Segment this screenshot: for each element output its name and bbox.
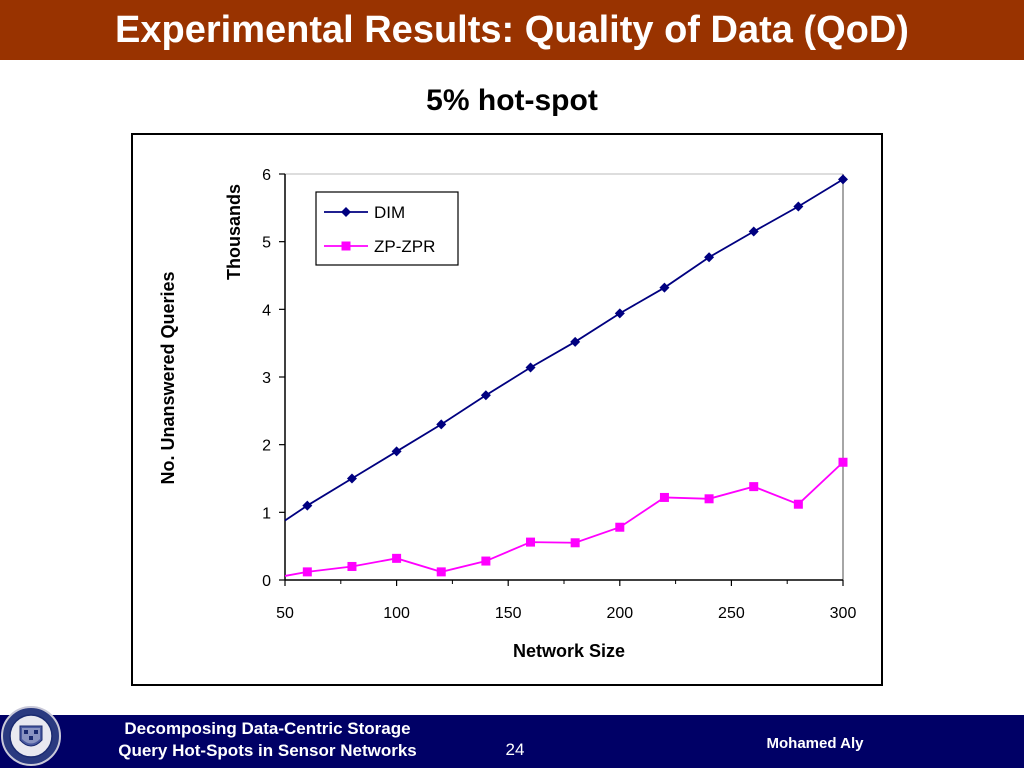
data-point-zp-zpr — [436, 567, 446, 577]
x-tick-label: 250 — [718, 605, 745, 622]
y-tick-label: 0 — [262, 573, 271, 590]
data-point-zp-zpr — [570, 538, 580, 548]
x-tick-label: 300 — [830, 605, 857, 622]
data-point-dim — [346, 473, 357, 484]
line-chart: 0 1 2 3 4 5 6 50 100 150 200 250 300 Network Size No. … — [158, 167, 857, 661]
data-point-zp-zpr — [793, 499, 803, 509]
data-point-dim — [838, 174, 848, 185]
data-point-dim — [704, 252, 715, 263]
author-name: Mohamed Aly — [766, 735, 864, 752]
data-point-zp-zpr — [659, 492, 669, 502]
x-tick-label: 200 — [606, 605, 633, 622]
legend — [315, 191, 459, 266]
y-axis-label: No. Unanswered Queries — [158, 271, 178, 484]
x-tick-label: 50 — [276, 605, 294, 622]
data-point-zp-zpr — [838, 457, 848, 467]
data-point-zp-zpr — [347, 561, 357, 571]
legend-marker-square — [341, 241, 351, 251]
legend-label-dim: DIM — [374, 203, 405, 222]
legend-marker-diamond — [341, 207, 351, 217]
y-tick-label: 4 — [262, 302, 271, 319]
chart-title: 5% hot-spot — [426, 84, 598, 117]
y-tick-label: 5 — [262, 235, 271, 252]
page-number: 24 — [505, 740, 525, 759]
series-line-dim — [284, 178, 844, 522]
footer-subtitle-line2: Query Hot-Spots in Sensor Networks — [118, 741, 417, 760]
university-seal-icon — [1, 706, 61, 766]
data-point-dim — [436, 419, 447, 430]
footer-subtitle: Decomposing Data-Centric Storage Query H… — [90, 718, 445, 762]
data-point-dim — [570, 336, 581, 347]
data-point-zp-zpr — [615, 522, 625, 532]
legend-label-zp-zpr: ZP-ZPR — [374, 237, 435, 256]
slide-title: Experimental Results: Quality of Data (Q… — [115, 8, 909, 51]
y-tick-label: 6 — [262, 167, 271, 184]
data-point-dim — [793, 201, 804, 212]
footer-subtitle-line1: Decomposing Data-Centric Storage — [124, 719, 411, 738]
data-point-dim — [659, 282, 670, 293]
data-point-dim — [302, 500, 313, 511]
series-line-zp-zpr — [284, 461, 844, 577]
data-point-dim — [614, 308, 625, 319]
y-axis-unit-label: Thousands — [224, 184, 244, 280]
data-point-zp-zpr — [302, 567, 312, 577]
data-point-dim — [748, 226, 759, 237]
x-tick-label: 100 — [383, 605, 410, 622]
data-point-dim — [480, 390, 491, 401]
data-point-zp-zpr — [481, 556, 491, 566]
y-tick-label: 2 — [262, 438, 271, 455]
y-tick-label: 3 — [262, 370, 271, 387]
data-point-dim — [391, 446, 402, 457]
x-tick-label: 150 — [495, 605, 522, 622]
data-point-zp-zpr — [704, 494, 714, 504]
title-bar: Experimental Results: Quality of Data (Q… — [0, 0, 1024, 60]
data-point-dim — [525, 362, 536, 373]
data-point-zp-zpr — [392, 553, 402, 563]
data-point-zp-zpr — [526, 537, 536, 547]
data-point-zp-zpr — [749, 482, 759, 492]
chart-frame — [131, 133, 883, 686]
y-tick-label: 1 — [262, 505, 271, 522]
x-axis-label: Network Size — [513, 641, 625, 661]
footer-bar: Decomposing Data-Centric Storage Query H… — [0, 715, 1024, 768]
